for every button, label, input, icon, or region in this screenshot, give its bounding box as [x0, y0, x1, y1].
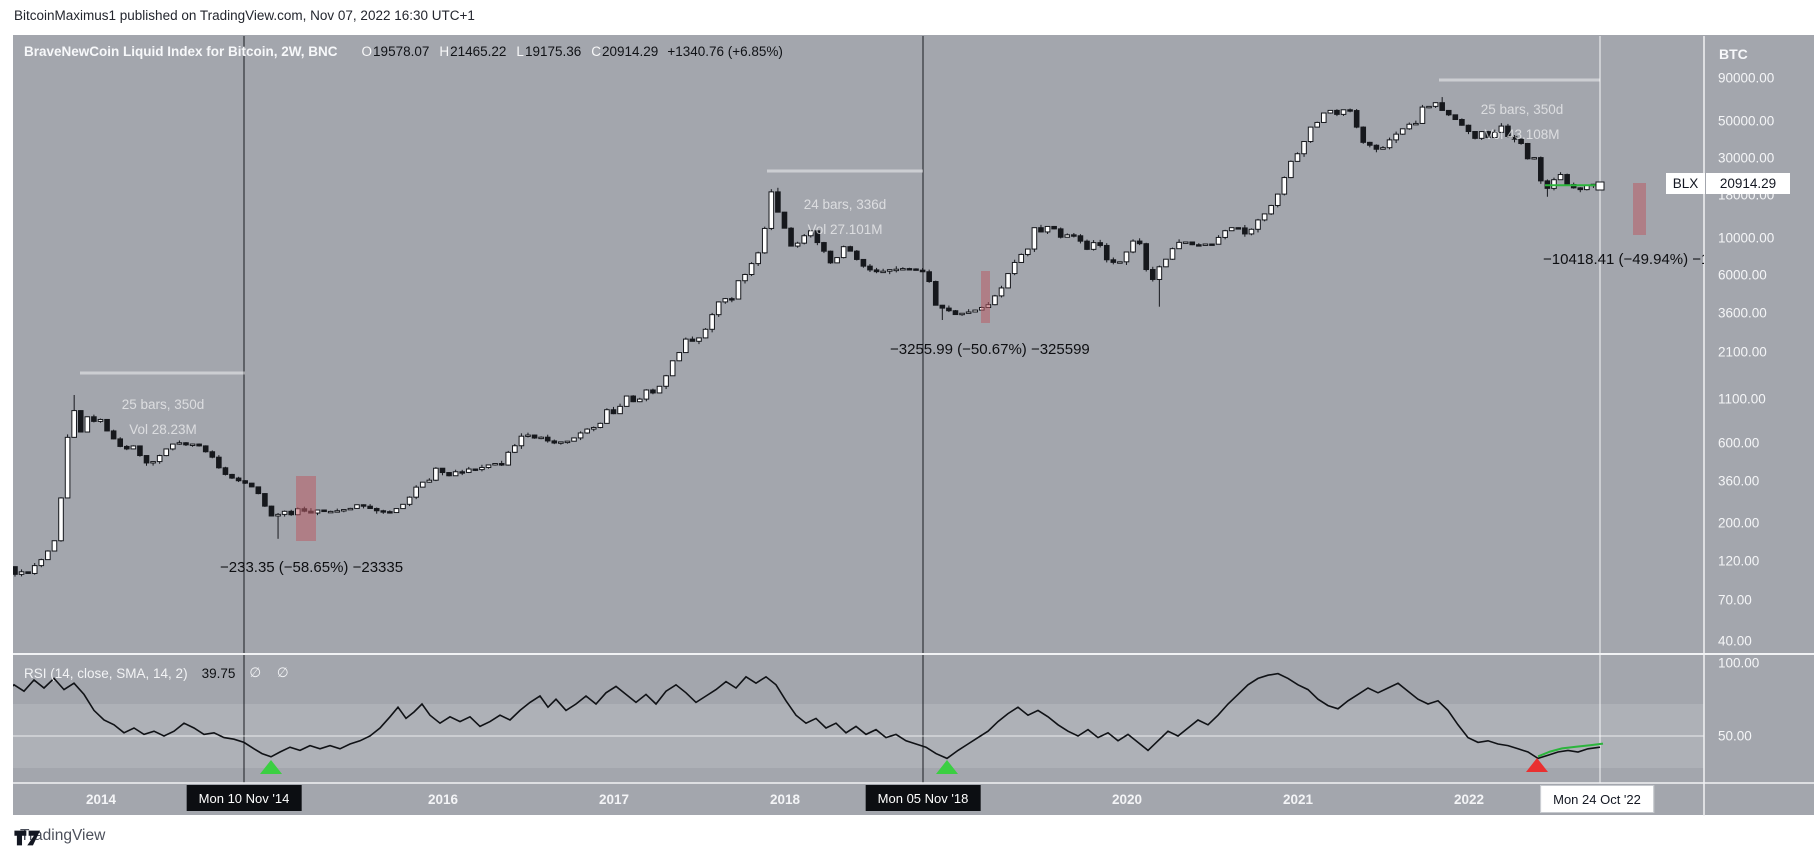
rsi-tick-label: 50.00: [1718, 728, 1752, 744]
year-tick-label: 2017: [598, 792, 630, 807]
rsi-series: [13, 672, 1604, 760]
year-tick-label: 2022: [1453, 792, 1485, 807]
drawing-anchor-point[interactable]: [1595, 181, 1605, 191]
rsi-tick-label: 100.00: [1718, 655, 1760, 671]
candlestick-series: [13, 97, 1603, 577]
event-date-label: Mon 05 Nov '18: [865, 785, 981, 811]
price-tick-label: 600.00: [1718, 435, 1760, 451]
year-tick-label: 2020: [1111, 792, 1143, 807]
year-tick-label: 2018: [769, 792, 801, 807]
rsi-extra-values: ∅ ∅: [249, 665, 295, 680]
price-tick-label: 200.00: [1718, 515, 1760, 531]
published-by-text: BitcoinMaximus1 published on TradingView…: [14, 8, 475, 23]
rsi-legend: RSI (14, close, SMA, 14, 2) 39.75 ∅ ∅: [24, 665, 295, 681]
price-tick-label: 90000.00: [1718, 70, 1775, 86]
price-tick-label: 6000.00: [1718, 267, 1767, 283]
rsi-value: 39.75: [201, 665, 236, 681]
high-value: 21465.22: [450, 43, 507, 59]
high-label: H: [439, 43, 450, 59]
symbol-flag-label: BLX: [1666, 173, 1705, 194]
range-note: 24 bars, 336d Vol 27.101M: [803, 197, 887, 237]
price-tick-label: 70.00: [1718, 592, 1752, 608]
change-value: +1340.76 (+6.85%): [667, 43, 783, 59]
price-tick-label: 3600.00: [1718, 305, 1767, 321]
year-tick-label: 2014: [85, 792, 117, 807]
tradingview-logo-icon[interactable]: [13, 827, 47, 849]
price-tick-label: 2100.00: [1718, 344, 1767, 360]
range-measurement-text: −233.35 (−58.65%) −23335: [220, 559, 404, 576]
price-tick-label: 50000.00: [1718, 113, 1775, 129]
tradingview-brand-text[interactable]: TradingView: [20, 827, 106, 844]
chart-title: BraveNewCoin Liquid Index for Bitcoin, 2…: [24, 43, 338, 59]
buy-signal-triangle: [260, 760, 282, 774]
price-range-projection-bar[interactable]: [1633, 183, 1646, 235]
buy-signal-triangle: [936, 760, 958, 774]
range-measurement-text: −10418.41 (−49.94%) −1041841: [1543, 251, 1704, 268]
range-note: 25 bars, 350d Vol 28.23M: [121, 397, 205, 437]
open-label: O: [361, 43, 373, 59]
price-range-projection-bar[interactable]: [296, 476, 316, 541]
open-value: 19578.07: [373, 43, 430, 59]
low-value: 19175.36: [524, 43, 582, 59]
price-tick-label: 10000.00: [1718, 230, 1775, 246]
year-tick-label: 2016: [427, 792, 459, 807]
event-date-label: Mon 10 Nov '14: [186, 785, 302, 811]
year-tick-label: 2021: [1282, 792, 1314, 807]
symbol-legend: BraveNewCoin Liquid Index for Bitcoin, 2…: [24, 42, 783, 60]
price-tick-label: 30000.00: [1718, 150, 1775, 166]
footer: TradingView: [13, 827, 106, 846]
price-axis-unit-label: BTC: [1719, 46, 1748, 62]
price-tick-label: 360.00: [1718, 473, 1760, 489]
price-range-projection-bar[interactable]: [981, 271, 990, 323]
range-measurement-text: −3255.99 (−50.67%) −325599: [890, 341, 1090, 358]
event-date-label: Mon 24 Oct '22: [1540, 785, 1654, 813]
sell-signal-triangle: [1526, 758, 1548, 772]
last-price-label: 20914.29: [1706, 173, 1790, 194]
rsi-indicator-name: RSI (14, close, SMA, 14, 2): [24, 665, 188, 681]
price-tick-label: 1100.00: [1718, 391, 1766, 407]
close-value: 20914.29: [602, 43, 659, 59]
price-tick-label: 40.00: [1718, 633, 1752, 649]
range-note: 25 bars, 350d Vol 43.108M: [1480, 102, 1564, 142]
chart-surface[interactable]: [13, 35, 1814, 816]
close-label: C: [591, 43, 601, 59]
price-tick-label: 120.00: [1718, 553, 1760, 569]
low-label: L: [516, 43, 524, 59]
